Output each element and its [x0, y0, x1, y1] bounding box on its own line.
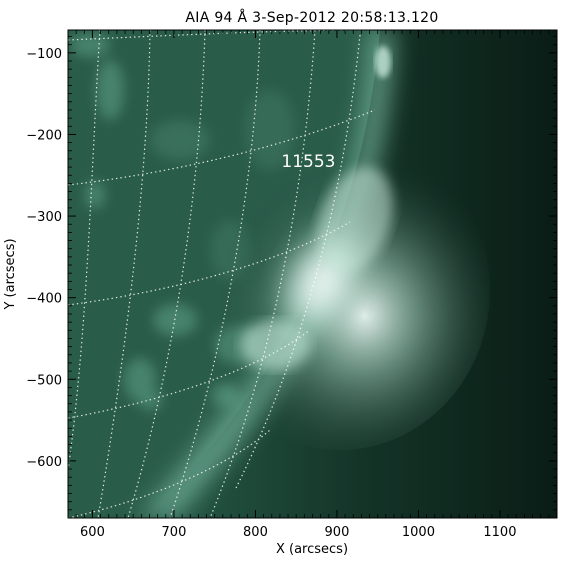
x-tick-label: 1100 — [483, 525, 516, 540]
x-axis-label: X (arcsecs) — [276, 542, 348, 557]
region-annotation: 11553 — [281, 152, 335, 172]
sun-image — [68, 30, 557, 518]
x-tick-label: 700 — [162, 525, 187, 540]
y-tick-label: −200 — [26, 128, 62, 143]
loop-arcade — [240, 320, 310, 370]
plot-title: AIA 94 Å 3-Sep-2012 20:58:13.120 — [185, 9, 438, 26]
x-tick-label: 600 — [80, 525, 105, 540]
x-tick-label: 1000 — [402, 525, 435, 540]
y-axis: −600 −500 −400 −300 −200 −100 — [26, 36, 557, 519]
limb-glow — [140, 30, 395, 518]
active-region-loops — [317, 166, 393, 274]
x-tick-label: 800 — [243, 525, 268, 540]
y-tick-label: −500 — [26, 373, 62, 388]
y-tick-label: −100 — [26, 47, 62, 62]
x-axis: 600 700 800 900 1000 1100 — [67, 30, 558, 540]
heliographic-grid — [68, 30, 376, 518]
y-axis-label: Y (arcsecs) — [3, 238, 18, 310]
y-tick-label: −300 — [26, 210, 62, 225]
y-tick-label: −600 — [26, 455, 62, 470]
x-tick-label: 900 — [325, 525, 350, 540]
north-limb-spot — [375, 46, 391, 78]
y-tick-label: −400 — [26, 292, 62, 307]
